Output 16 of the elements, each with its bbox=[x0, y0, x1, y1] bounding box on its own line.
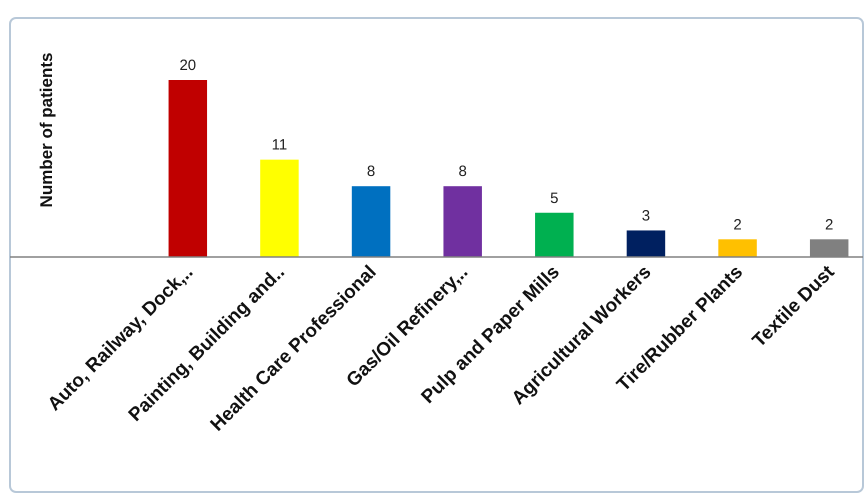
data-label: 2 bbox=[733, 216, 742, 234]
data-label: 5 bbox=[550, 190, 558, 207]
bar bbox=[535, 212, 574, 257]
bar bbox=[443, 186, 482, 257]
bar bbox=[168, 80, 208, 257]
data-label: 8 bbox=[366, 163, 376, 180]
data-label: 20 bbox=[179, 57, 196, 74]
bar bbox=[626, 230, 666, 257]
data-label: 2 bbox=[825, 216, 834, 234]
bar bbox=[260, 160, 299, 257]
data-label: 11 bbox=[272, 136, 288, 154]
data-label: 8 bbox=[458, 163, 467, 180]
bar bbox=[352, 186, 390, 257]
data-label: 3 bbox=[642, 207, 650, 224]
bar bbox=[718, 239, 757, 257]
y-axis-title: Number of patients bbox=[37, 52, 56, 208]
